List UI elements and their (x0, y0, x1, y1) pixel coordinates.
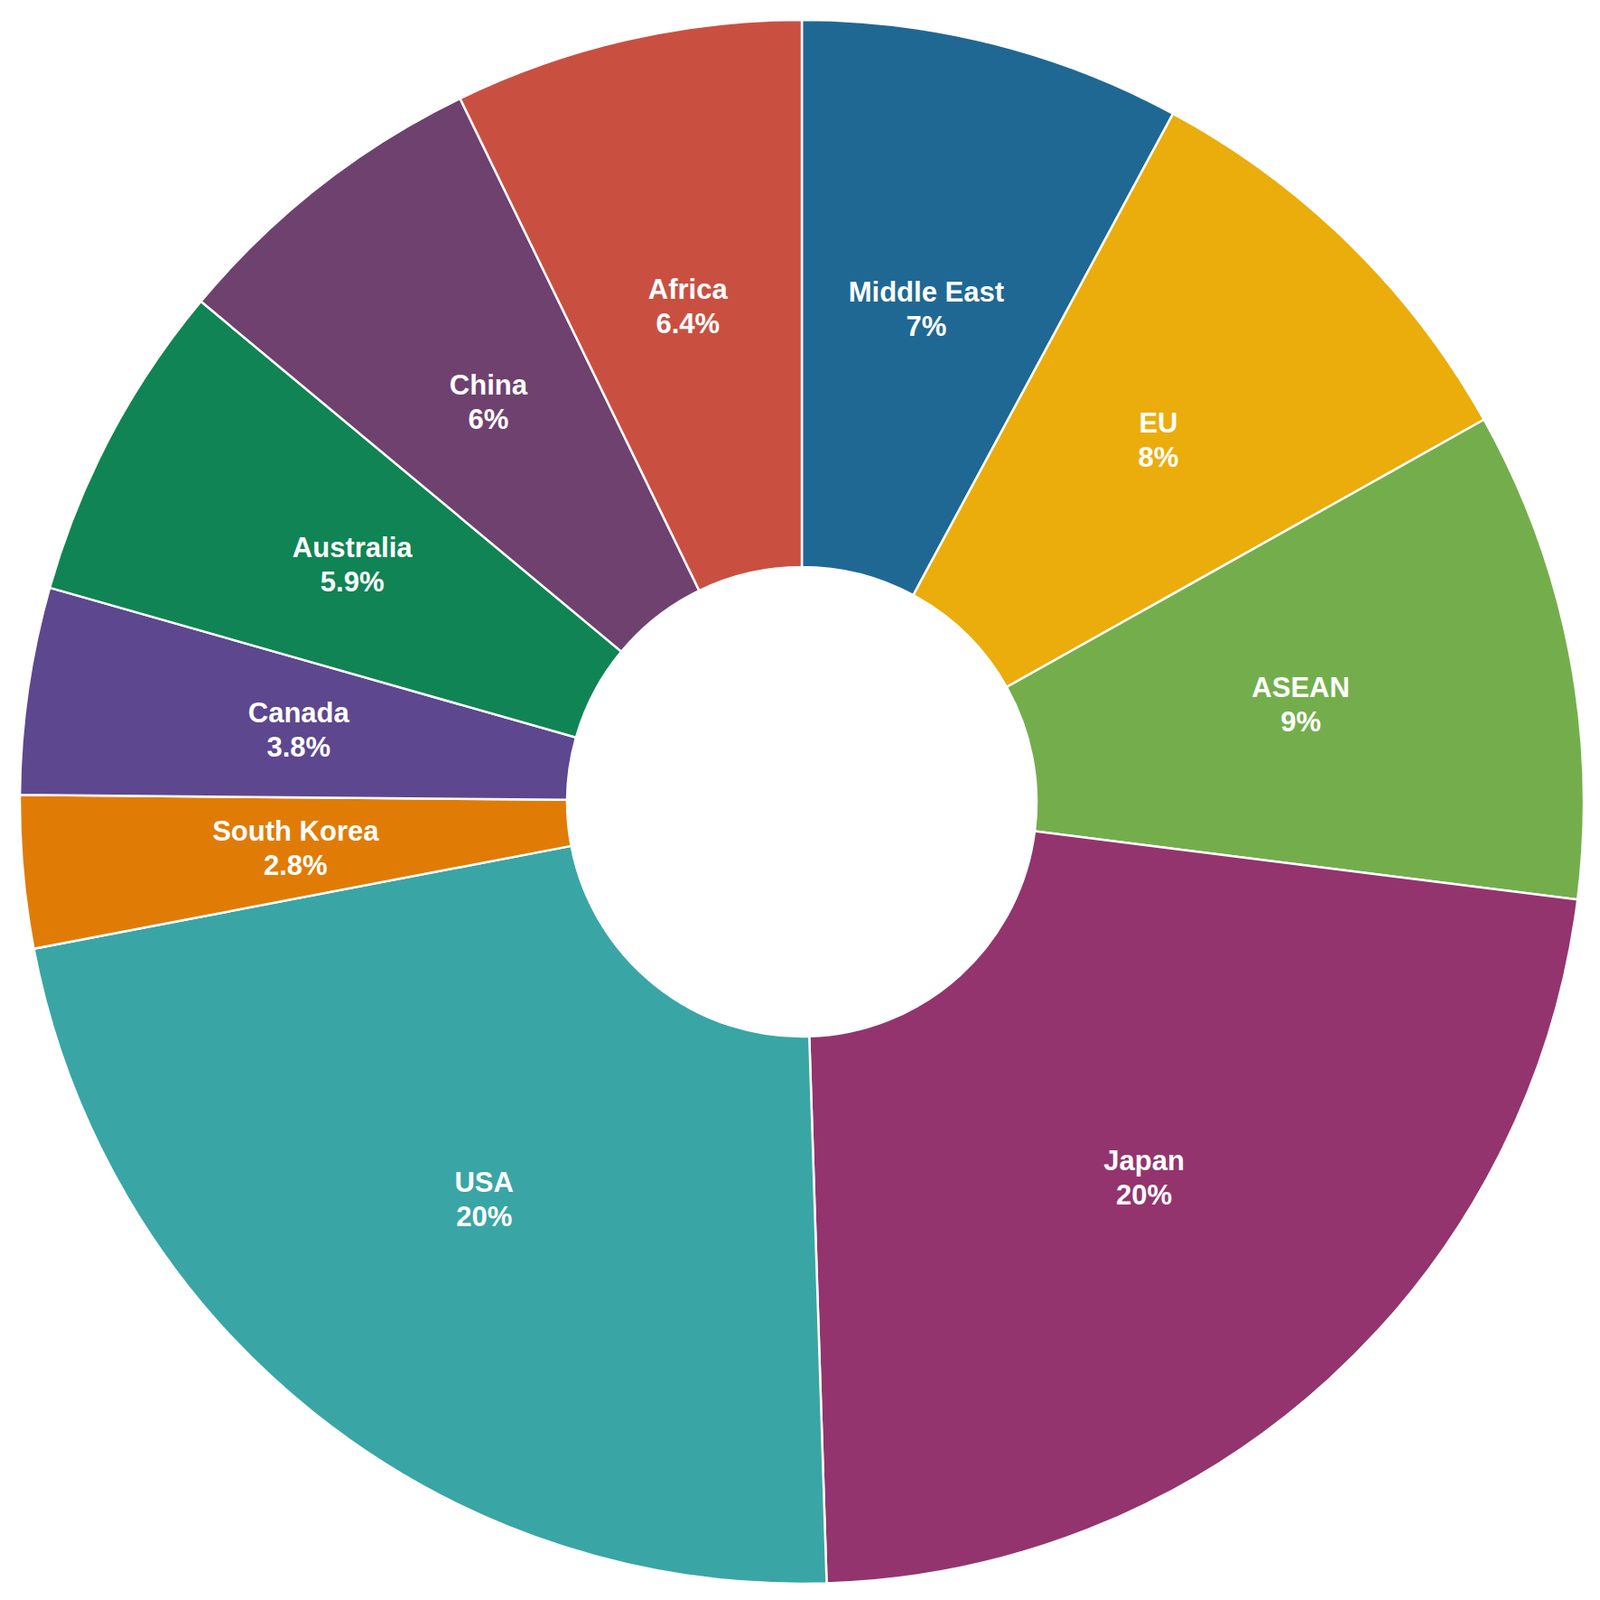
value-label: 6% (467, 403, 509, 436)
slice (33, 846, 827, 1584)
category-label: ASEAN (1251, 671, 1350, 704)
category-label: USA (454, 1166, 513, 1199)
slice (19, 794, 572, 949)
slice-label: USA20% (454, 1166, 513, 1233)
value-label: 5.9% (320, 566, 385, 598)
slice-label: EU8% (1138, 407, 1180, 474)
value-label: 8% (1138, 441, 1180, 474)
value-label: 9% (1280, 706, 1321, 738)
category-label: Australia (292, 531, 413, 564)
category-label: Japan (1103, 1144, 1185, 1177)
slice-label: China6% (449, 369, 529, 436)
category-label: Canada (248, 697, 351, 729)
value-label: 6.4% (655, 307, 720, 340)
category-label: China (449, 369, 529, 401)
chart: Middle East7%EU8%ASEAN9%Japan20%USA20%So… (0, 0, 1600, 1600)
value-label: 7% (905, 310, 947, 343)
slice-label: ASEAN9% (1251, 671, 1350, 738)
category-label: Middle East (848, 276, 1005, 308)
slice-label: Canada3.8% (248, 697, 351, 763)
slice-label: Middle East7% (848, 276, 1005, 343)
value-label: 3.8% (266, 731, 331, 763)
slice (1006, 419, 1584, 901)
slice-label: Japan20% (1103, 1144, 1185, 1211)
slices (19, 19, 1584, 1584)
slice (460, 19, 802, 591)
slice-label: South Korea2.8% (212, 815, 380, 882)
slice (809, 831, 1578, 1584)
slice-label: Australia5.9% (292, 531, 413, 598)
category-label: EU (1138, 407, 1178, 439)
category-label: South Korea (212, 815, 380, 847)
slice-label: Africa6.4% (648, 273, 729, 340)
value-label: 2.8% (263, 849, 328, 882)
value-label: 20% (455, 1200, 512, 1233)
donut: Middle East7%EU8%ASEAN9%Japan20%USA20%So… (19, 19, 1584, 1584)
value-label: 20% (1116, 1179, 1173, 1211)
labels: Middle East7%EU8%ASEAN9%Japan20%USA20%So… (212, 273, 1350, 1232)
category-label: Africa (648, 273, 729, 306)
